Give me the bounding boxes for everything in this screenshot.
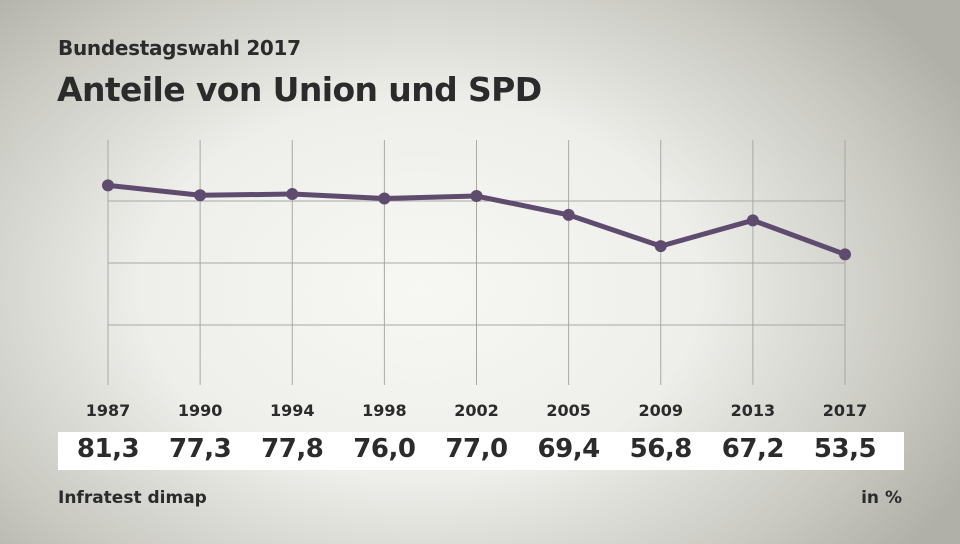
x-tick-label: 1998 [362,401,407,420]
chart-subtitle: Bundestagswahl 2017 [58,36,301,60]
data-point [102,179,114,192]
x-tick-label: 1994 [270,401,315,420]
x-tick-label: 2009 [638,401,683,420]
data-point [654,240,667,253]
x-tick-label: 2013 [731,401,776,420]
data-point [746,214,759,227]
data-value-label: 81,3 [76,434,140,464]
data-value-label: 77,0 [445,434,508,464]
x-tick-label: 2017 [823,401,868,420]
data-point [194,189,207,202]
x-tick-label: 1987 [86,401,131,420]
data-point [562,208,575,221]
data-value-label: 67,2 [721,434,785,464]
data-value-label: 56,8 [629,434,693,464]
data-point [470,190,483,203]
data-point [286,188,299,201]
data-value-label: 77,3 [169,434,232,464]
x-tick-label: 2005 [546,401,591,420]
data-value-label: 76,0 [353,434,416,464]
data-value-label: 77,8 [261,434,324,464]
x-tick-label: 2002 [454,401,499,420]
data-point [839,248,851,261]
data-value-label: 53,5 [813,434,877,464]
data-point [378,192,391,205]
unit-label: in % [861,488,902,508]
chart-title: Anteile von Union und SPD [57,70,542,109]
data-value-label: 69,4 [537,434,601,464]
value-band [58,432,904,470]
x-tick-label: 1990 [178,401,223,420]
source-label: Infratest dimap [58,488,207,508]
